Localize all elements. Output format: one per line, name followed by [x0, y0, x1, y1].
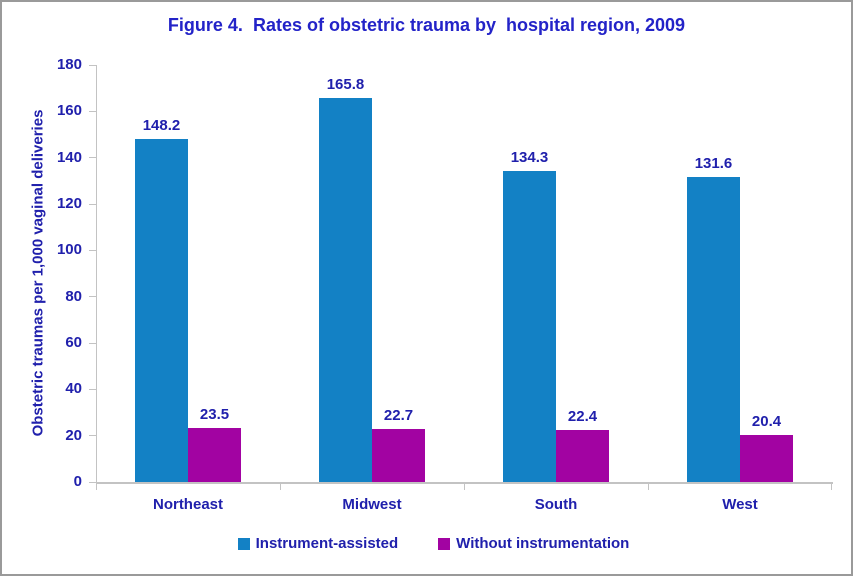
x-tick — [280, 484, 281, 490]
legend-swatch-icon — [438, 537, 451, 550]
x-axis-line — [96, 482, 833, 484]
data-label-without-instrumentation-west: 20.4 — [751, 412, 782, 430]
data-label-instrument-assisted-northeast: 148.2 — [142, 116, 181, 134]
y-tick — [89, 110, 96, 112]
chart-title: Figure 4. Rates of obstetric trauma by h… — [167, 15, 686, 35]
y-tick-label: 20 — [65, 426, 82, 444]
y-tick — [89, 481, 96, 483]
legend-label: Without instrumentation — [456, 535, 630, 552]
y-axis-line — [96, 65, 97, 490]
bar-instrument-assisted-south — [503, 170, 556, 482]
data-label-without-instrumentation-northeast: 23.5 — [199, 405, 230, 423]
y-tick-label: 60 — [65, 334, 82, 351]
legend-item-instrument-assisted: Instrument-assisted — [237, 535, 399, 552]
y-tick-label: 0 — [73, 473, 82, 490]
data-label-instrument-assisted-west: 131.6 — [694, 155, 733, 173]
y-tick-label: 120 — [56, 195, 82, 212]
x-axis-label-northeast: Northeast — [152, 496, 223, 513]
legend-label: Instrument-assisted — [255, 535, 399, 552]
y-tick — [89, 203, 96, 205]
bar-without-instrumentation-south — [556, 430, 609, 482]
y-tick — [89, 249, 96, 251]
y-tick — [89, 157, 96, 159]
bar-without-instrumentation-west — [740, 434, 793, 482]
y-tick — [89, 388, 96, 390]
x-tick — [96, 484, 97, 490]
plot-area: 0 20 40 60 80 100 120 140 160 180 148.2 23.5 Northea… — [57, 56, 833, 513]
x-tick — [648, 484, 649, 490]
y-tick-label: 180 — [56, 56, 82, 73]
x-axis-label-south: South — [534, 496, 578, 513]
y-tick-label: 140 — [56, 148, 82, 166]
y-tick — [89, 435, 96, 437]
y-tick — [89, 296, 96, 298]
y-tick-label: 80 — [65, 287, 82, 305]
data-label-without-instrumentation-south: 22.4 — [567, 408, 598, 426]
legend-item-without-instrumentation: Without instrumentation — [438, 535, 629, 552]
bar-instrument-assisted-northeast — [135, 138, 188, 482]
bar-without-instrumentation-northeast — [188, 427, 241, 482]
y-tick — [89, 64, 96, 66]
y-tick-label: 160 — [56, 102, 82, 120]
x-tick — [464, 484, 465, 490]
bar-without-instrumentation-midwest — [372, 429, 425, 482]
legend: Instrument-assisted Without instrumentati… — [2, 535, 851, 552]
data-label-instrument-assisted-midwest: 165.8 — [326, 75, 365, 93]
x-axis-label-midwest: Midwest — [342, 496, 402, 513]
data-label-without-instrumentation-midwest: 22.7 — [383, 407, 414, 425]
x-axis-label-west: West — [722, 496, 758, 513]
legend-swatch-icon — [237, 537, 250, 550]
bar-instrument-assisted-west — [687, 177, 740, 482]
data-label-instrument-assisted-south: 134.3 — [510, 148, 549, 166]
bar-instrument-assisted-midwest — [319, 97, 372, 482]
y-tick-label: 40 — [65, 380, 82, 398]
x-tick — [831, 484, 832, 490]
y-tick-label: 100 — [56, 241, 82, 259]
y-tick — [89, 342, 96, 344]
